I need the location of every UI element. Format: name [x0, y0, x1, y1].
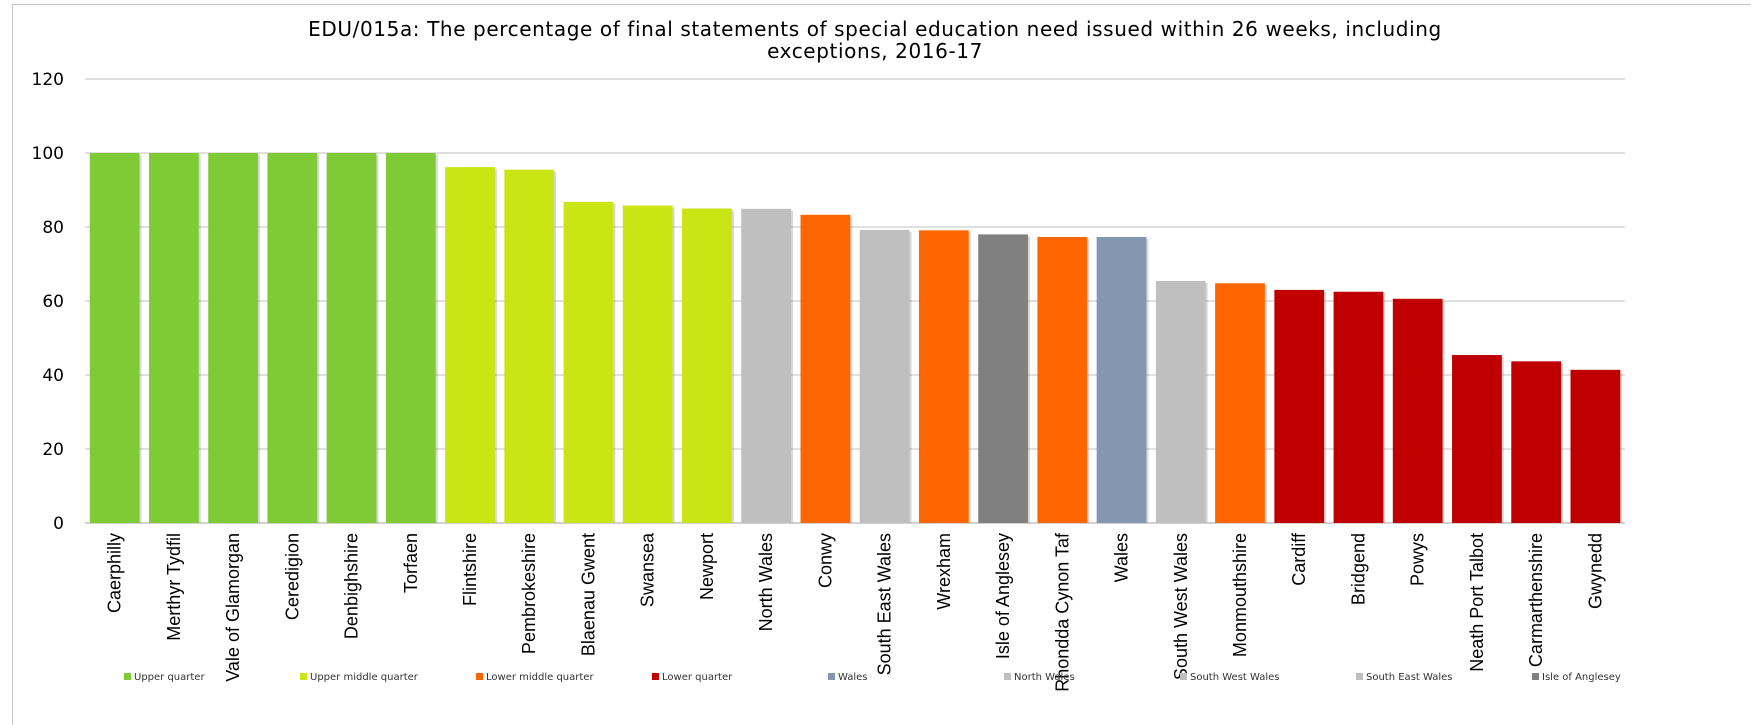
- bar: [801, 215, 851, 523]
- bar: [860, 230, 910, 523]
- x-tick-label: Isle of Anglesey: [993, 533, 1013, 659]
- legend-item: South East Wales: [1356, 672, 1453, 683]
- bar: [1511, 361, 1561, 523]
- bar: [208, 153, 258, 523]
- x-tick-label: Gwynedd: [1585, 533, 1605, 609]
- y-tick-label: 0: [53, 514, 64, 534]
- x-tick-label: Ceredigion: [282, 533, 302, 620]
- bar: [623, 206, 673, 523]
- bar: [564, 202, 614, 523]
- legend-swatch: [1004, 673, 1011, 680]
- bar: [741, 209, 791, 523]
- bar: [327, 153, 377, 523]
- x-tick-label: Wrexham: [934, 533, 954, 610]
- chart-frame: EDU/015a: The percentage of final statem…: [0, 0, 1751, 698]
- x-tick-label: Torfaen: [401, 533, 421, 593]
- legend-swatch: [1180, 673, 1187, 680]
- legend-item: Wales: [828, 672, 868, 683]
- legend-item: Lower middle quarter: [476, 672, 594, 683]
- y-tick-label: 60: [42, 292, 64, 312]
- legend-item: North Wales: [1004, 672, 1075, 683]
- bar: [682, 209, 732, 524]
- bar: [1452, 355, 1502, 523]
- legend-label: Upper quarter: [134, 672, 205, 683]
- bar: [1274, 290, 1324, 523]
- x-tick-label: Cardiff: [1289, 532, 1309, 586]
- x-tick-label: Flintshire: [460, 533, 480, 606]
- y-tick-label: 20: [42, 440, 64, 460]
- x-tick-label: Newport: [697, 533, 717, 600]
- x-tick-label: Conwy: [815, 533, 835, 588]
- bar: [1393, 299, 1443, 523]
- legend-label: Wales: [838, 672, 868, 683]
- legend-item: Upper middle quarter: [300, 672, 419, 683]
- bar: [386, 153, 436, 523]
- y-tick-label: 80: [42, 218, 64, 238]
- legend-swatch: [1356, 673, 1363, 680]
- legend-swatch: [300, 673, 307, 680]
- y-tick-label: 100: [32, 144, 64, 164]
- bar: [149, 153, 199, 523]
- x-tick-label: Monmouthshire: [1230, 533, 1250, 657]
- x-tick-label: North Wales: [756, 533, 776, 631]
- x-tick-label: Neath Port Talbot: [1467, 533, 1487, 672]
- x-tick-label: Rhondda Cynon Taf: [1052, 532, 1072, 692]
- legend-swatch: [828, 673, 835, 680]
- bar: [919, 230, 969, 523]
- bar: [1334, 292, 1384, 523]
- legend-label: Lower quarter: [662, 672, 733, 683]
- legend-label: North Wales: [1014, 672, 1075, 683]
- x-tick-label: Pembrokeshire: [519, 533, 539, 654]
- bar: [1097, 237, 1147, 523]
- x-tick-label: Carmarthenshire: [1526, 533, 1546, 667]
- x-axis-ticks: Caerphilly Merthyr Tydfil Vale of Glamorga…: [105, 532, 1606, 692]
- y-tick-label: 120: [32, 70, 64, 90]
- x-tick-label: Blaenau Gwent: [578, 533, 598, 656]
- bar: [978, 234, 1028, 523]
- bar: [1571, 370, 1621, 523]
- legend: Upper quarter Upper middle quarter Lower m…: [124, 672, 1621, 683]
- legend-label: Upper middle quarter: [310, 672, 419, 683]
- bar: [267, 153, 317, 523]
- x-tick-label: Merthyr Tydfil: [164, 533, 184, 641]
- legend-item: Isle of Anglesey: [1532, 672, 1621, 683]
- y-axis-ticks: 0 20 40 60 80 100 120: [32, 70, 64, 534]
- x-tick-label: Bridgend: [1348, 533, 1368, 605]
- x-tick-label: Denbighshire: [342, 533, 362, 639]
- x-tick-label: Swansea: [638, 532, 658, 607]
- bar: [90, 153, 140, 523]
- legend-swatch: [652, 673, 659, 680]
- legend-label: Isle of Anglesey: [1542, 672, 1621, 683]
- x-tick-label: Wales: [1112, 533, 1132, 582]
- legend-label: Lower middle quarter: [486, 672, 594, 683]
- bar: [1215, 283, 1265, 523]
- x-tick-label: Caerphilly: [105, 533, 125, 613]
- bar: [1037, 237, 1087, 523]
- y-tick-label: 40: [42, 366, 64, 386]
- bar: [445, 167, 495, 523]
- legend-label: South West Wales: [1190, 672, 1280, 683]
- legend-item: Lower quarter: [652, 672, 733, 683]
- chart-title-line-2: exceptions, 2016-17: [767, 39, 983, 63]
- bars: [90, 153, 1623, 523]
- legend-label: South East Wales: [1366, 672, 1453, 683]
- x-tick-label: South West Wales: [1171, 533, 1191, 680]
- bar-chart: EDU/015a: The percentage of final statem…: [0, 0, 1751, 698]
- legend-swatch: [124, 673, 131, 680]
- legend-item: South West Wales: [1180, 672, 1280, 683]
- legend-item: Upper quarter: [124, 672, 205, 683]
- x-tick-label: Powys: [1408, 533, 1428, 586]
- legend-swatch: [1532, 673, 1539, 680]
- x-tick-label: Vale of Glamorgan: [223, 533, 243, 682]
- bar: [504, 170, 554, 523]
- legend-swatch: [476, 673, 483, 680]
- bar: [1156, 281, 1206, 523]
- chart-title-line-1: EDU/015a: The percentage of final statem…: [308, 17, 1442, 41]
- x-tick-label: South East Wales: [875, 533, 895, 675]
